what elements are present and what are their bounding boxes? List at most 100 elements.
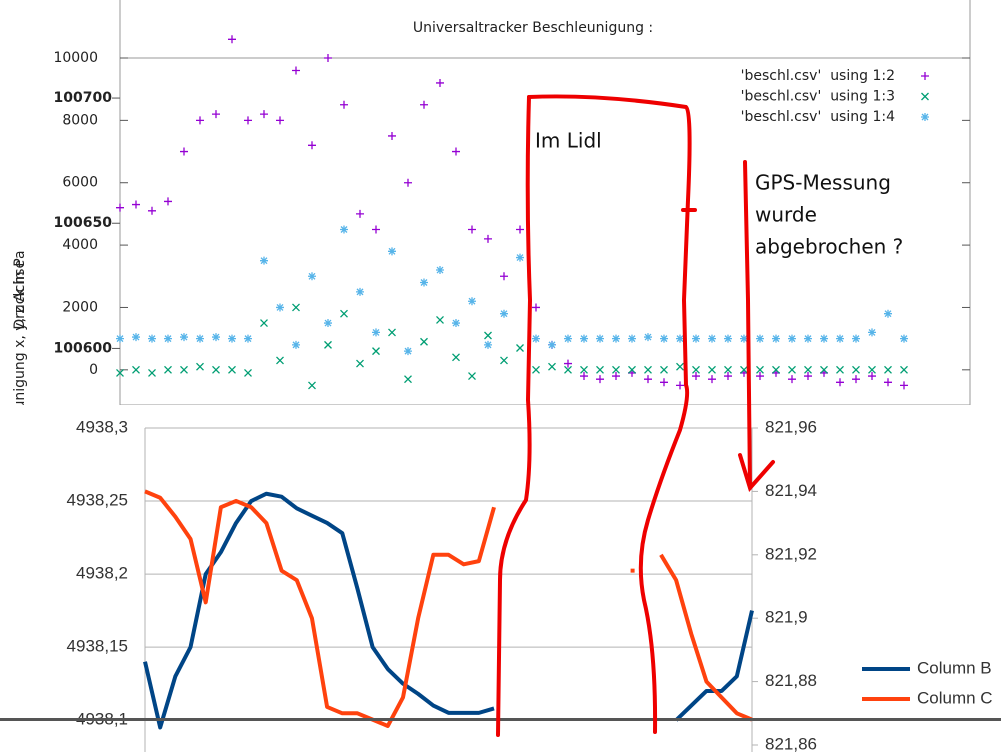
point: [868, 372, 876, 381]
legend-marker: [921, 92, 929, 101]
point: [596, 375, 604, 384]
line: [144, 489, 496, 728]
point: [260, 319, 268, 328]
point: [116, 203, 124, 212]
point: [452, 353, 460, 362]
point: [660, 365, 668, 374]
point: [244, 368, 252, 377]
point: [900, 334, 908, 343]
point: [804, 365, 812, 374]
point: [420, 337, 428, 346]
point: [388, 131, 396, 140]
point: [804, 334, 812, 343]
y-tick-label: 4938,25: [67, 491, 128, 510]
point: [276, 303, 284, 312]
point: [564, 359, 572, 368]
top-title: Universaltracker Beschleunigung :: [413, 20, 653, 36]
point: [196, 116, 204, 125]
point: [340, 309, 348, 318]
point: [900, 381, 908, 390]
annotation: Im Lidl: [535, 129, 602, 153]
point: [900, 365, 908, 374]
y-tick-label: 6000: [62, 175, 98, 191]
point: [852, 365, 860, 374]
point: [676, 362, 684, 371]
outline-right: [527, 94, 692, 734]
point: [356, 359, 364, 368]
legend-label: 'beschl.csv' using 1:4: [741, 109, 895, 125]
point: [884, 309, 892, 318]
y-tick-label: 4938,2: [76, 564, 128, 583]
point: [564, 365, 572, 374]
point: [148, 206, 156, 215]
point: [324, 340, 332, 349]
point: [516, 253, 524, 262]
point: [692, 334, 700, 343]
point: [484, 331, 492, 340]
point: [196, 334, 204, 343]
point: [484, 234, 492, 243]
point: [596, 365, 604, 374]
point: [116, 368, 124, 377]
point: [692, 372, 700, 381]
point: [788, 334, 796, 343]
point: [148, 368, 156, 377]
point: [516, 344, 524, 352]
point: [356, 287, 364, 296]
point: [132, 333, 140, 342]
point: [292, 340, 300, 349]
point: [532, 334, 540, 343]
point: [132, 200, 140, 209]
point: [420, 278, 428, 287]
point: [884, 365, 892, 374]
point: [596, 334, 604, 343]
point: [532, 365, 540, 374]
point: [180, 333, 188, 342]
annotation: abgebrochen ?: [755, 235, 903, 259]
point: [452, 319, 460, 328]
point: [612, 372, 620, 381]
point: [564, 334, 572, 343]
y2-tick-label: 821,96: [765, 417, 817, 436]
point: [212, 110, 220, 119]
point: [548, 340, 556, 349]
point: [292, 66, 300, 75]
y2-tick-label: 100600: [54, 340, 113, 356]
point: [868, 328, 876, 337]
point: [644, 333, 652, 342]
point: [484, 340, 492, 349]
point: [372, 347, 380, 356]
point: [244, 334, 252, 343]
point: [132, 365, 140, 374]
point: [788, 375, 796, 384]
point: [372, 225, 380, 234]
y-tick-label: 4938,15: [67, 637, 128, 656]
point: [468, 297, 476, 306]
y2-tick-label: 821,92: [765, 544, 817, 563]
point: [420, 100, 428, 109]
point: [644, 365, 652, 374]
point: [740, 334, 748, 343]
point: [340, 100, 348, 109]
legend-marker: [921, 113, 929, 121]
point: [436, 315, 444, 324]
y-tick-label: 8000: [62, 112, 98, 128]
y-tick-label: 4938,3: [76, 417, 128, 436]
point: [196, 362, 204, 371]
point: [228, 365, 236, 374]
point: [724, 372, 732, 381]
point: [212, 365, 220, 374]
point: [468, 372, 476, 381]
point: [308, 381, 316, 390]
point: [772, 334, 780, 343]
point: [356, 209, 364, 218]
point: [340, 225, 348, 234]
point: [468, 225, 476, 234]
point: [244, 116, 252, 125]
line: [659, 553, 753, 722]
point: [404, 178, 412, 187]
point: [436, 266, 444, 275]
point: [500, 356, 508, 365]
point: [692, 365, 700, 374]
point: [500, 272, 508, 281]
